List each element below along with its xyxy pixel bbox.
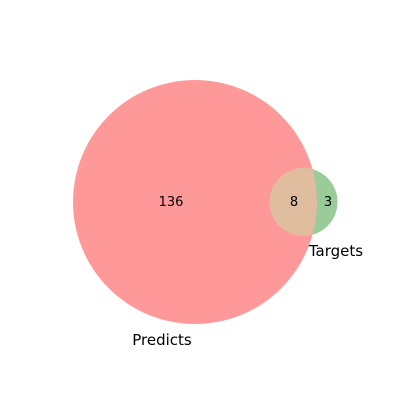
overlap-region bbox=[269, 168, 317, 236]
predicts-circle bbox=[73, 80, 317, 324]
predicts-only-count: 136 bbox=[159, 195, 184, 210]
targets-set-label: Targets bbox=[308, 242, 363, 260]
overlap-count: 8 bbox=[290, 195, 298, 210]
targets-only-count: 3 bbox=[324, 195, 332, 210]
predicts-set-label: Predicts bbox=[132, 331, 192, 349]
